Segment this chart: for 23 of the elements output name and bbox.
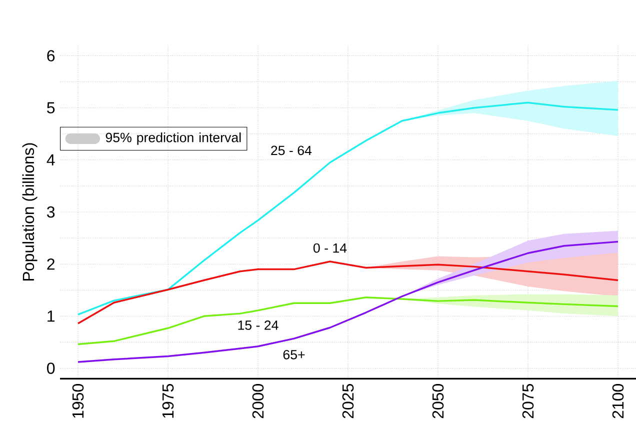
x-tick-label: 2000 bbox=[252, 384, 264, 418]
y-tick-label: 0 bbox=[47, 362, 55, 374]
x-tick-label: 1950 bbox=[72, 384, 84, 418]
y-tick-label: 1 bbox=[48, 310, 55, 322]
line-series bbox=[77, 296, 619, 346]
line-series bbox=[77, 240, 619, 363]
y-tick-label: 6 bbox=[47, 50, 55, 62]
line-series bbox=[77, 102, 619, 316]
x-tick-label: 2075 bbox=[522, 384, 534, 418]
series-label: 65+ bbox=[283, 350, 305, 360]
y-tick-label: 3 bbox=[47, 206, 55, 218]
x-tick-label: 2025 bbox=[342, 384, 354, 418]
y-tick-label: 5 bbox=[47, 102, 55, 114]
annotation: 95% prediction interval bbox=[106, 132, 241, 145]
series-label: 15 - 24 bbox=[238, 320, 278, 330]
y-tick-label: 4 bbox=[46, 154, 55, 166]
x-tick-label: 1975 bbox=[162, 384, 174, 418]
series-label: 25 - 64 bbox=[271, 146, 312, 155]
x-tick-label: 2050 bbox=[432, 384, 444, 418]
x-tick-label: 2100 bbox=[612, 384, 624, 418]
y-axis-title: Population (billions) bbox=[22, 143, 38, 280]
series-label: 0 - 14 bbox=[313, 243, 347, 253]
y-tick-label: 2 bbox=[47, 258, 54, 270]
